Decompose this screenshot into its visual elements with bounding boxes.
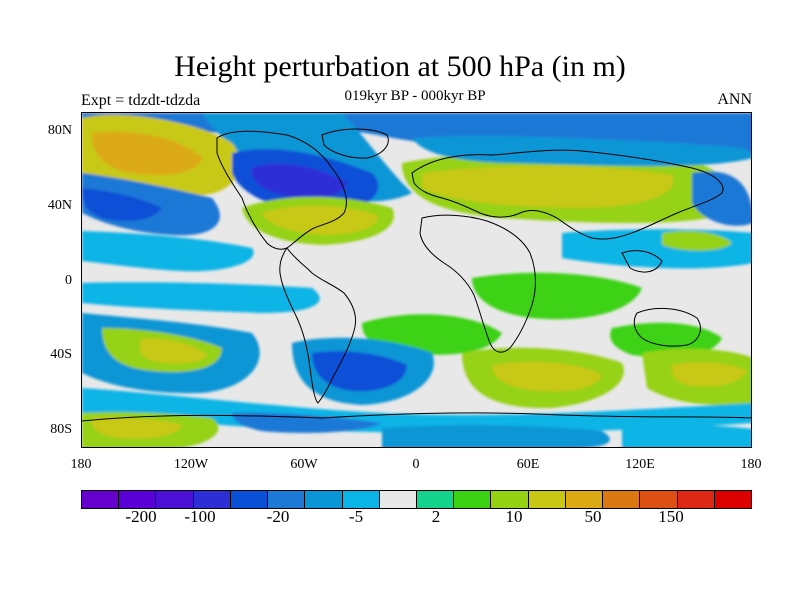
height-perturbation-map bbox=[82, 113, 751, 447]
x-axis-label: 0 bbox=[412, 457, 420, 472]
y-axis-label: 40S bbox=[50, 347, 72, 362]
contour-region bbox=[82, 282, 320, 313]
colorbar-swatch bbox=[193, 491, 231, 508]
y-axis-label: 80N bbox=[47, 123, 72, 138]
contour-region bbox=[312, 351, 407, 392]
contour-region bbox=[422, 165, 674, 208]
map-panel bbox=[81, 112, 752, 448]
contour-region bbox=[671, 362, 747, 387]
x-axis-label: 120E bbox=[625, 457, 655, 472]
colorbar-swatch bbox=[454, 491, 492, 508]
colorbar-swatch bbox=[119, 491, 157, 508]
colorbar-tick-label: -20 bbox=[266, 507, 290, 526]
plot-title: Height perturbation at 500 hPa (in m) bbox=[174, 50, 626, 83]
y-axis-label: 40N bbox=[47, 198, 72, 213]
y-axis-label: 0 bbox=[65, 273, 72, 288]
colorbar-tick-label: 10 bbox=[505, 507, 523, 526]
contour-region bbox=[251, 163, 347, 198]
colorbar-swatch bbox=[268, 491, 306, 508]
x-axis-label: 60W bbox=[290, 457, 318, 472]
contour-region bbox=[472, 272, 642, 320]
contour-region bbox=[82, 188, 162, 221]
colorbar bbox=[81, 490, 752, 509]
coastline-africa bbox=[419, 214, 536, 353]
colorbar-tick-label: -5 bbox=[348, 507, 364, 526]
colorbar-swatch bbox=[565, 491, 604, 508]
contour-region bbox=[92, 131, 202, 175]
colorbar-swatch bbox=[528, 491, 566, 508]
colorbar-tick-label: -200 bbox=[125, 507, 157, 526]
colorbar-swatch bbox=[677, 491, 715, 508]
contour-region bbox=[139, 338, 207, 364]
x-axis-label: 180 bbox=[740, 457, 762, 472]
contour-region bbox=[262, 205, 378, 235]
plot-subtitle: 019kyr BP - 000kyr BP bbox=[344, 88, 486, 104]
x-axis-label: 60E bbox=[516, 457, 540, 472]
colorbar-swatch bbox=[640, 491, 678, 508]
coastline-australia bbox=[633, 308, 701, 347]
contour-fields bbox=[82, 113, 751, 447]
colorbar-swatch bbox=[603, 491, 641, 508]
contour-region bbox=[492, 361, 602, 392]
coastlines bbox=[82, 128, 751, 422]
colorbar-swatch bbox=[379, 491, 417, 508]
coastline-south-america bbox=[279, 247, 357, 404]
contour-region bbox=[622, 425, 751, 447]
experiment-label: Expt = tdzdt-tdzda bbox=[81, 92, 201, 109]
colorbar-tick-label: 2 bbox=[431, 507, 441, 526]
contour-region bbox=[232, 412, 382, 433]
colorbar-swatch bbox=[491, 491, 529, 508]
contour-region bbox=[662, 231, 732, 251]
contour-region bbox=[382, 425, 610, 447]
colorbar-tick-label: -100 bbox=[184, 507, 216, 526]
colorbar-swatch bbox=[305, 491, 343, 508]
coastline-antarctica bbox=[82, 412, 751, 422]
contour-region bbox=[692, 171, 751, 226]
colorbar-tick-label: 50 bbox=[584, 507, 602, 526]
contour-region bbox=[82, 231, 254, 272]
colorbar-tick-label: 150 bbox=[658, 507, 684, 526]
coastline-greenland bbox=[321, 128, 389, 159]
y-axis-label: 80S bbox=[50, 422, 72, 437]
x-axis-label: 120W bbox=[173, 457, 209, 472]
coastline-eurasia bbox=[411, 149, 724, 240]
colorbar-swatch bbox=[230, 491, 269, 508]
contour-region bbox=[91, 417, 182, 439]
x-axis-label: 180 bbox=[70, 457, 92, 472]
colorbar-swatch bbox=[82, 491, 120, 508]
colorbar-swatch bbox=[156, 491, 194, 508]
season-label: ANN bbox=[717, 91, 752, 108]
coastline-north-america bbox=[216, 130, 347, 250]
coastline-maritime-continent bbox=[621, 250, 663, 273]
colorbar-swatch bbox=[342, 491, 380, 508]
colorbar-swatch bbox=[714, 491, 751, 508]
colorbar-swatch bbox=[416, 491, 455, 508]
